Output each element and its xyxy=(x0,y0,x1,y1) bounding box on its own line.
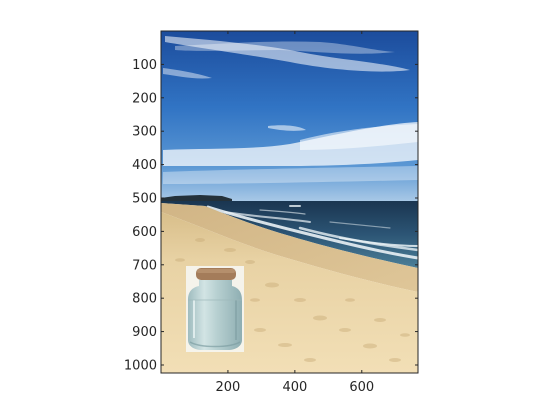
y-tick-label: 900 xyxy=(132,325,157,340)
glass-jar xyxy=(186,266,244,352)
axes-box xyxy=(160,30,419,374)
y-tick-label: 200 xyxy=(132,91,157,106)
y-tick-label: 500 xyxy=(132,191,157,206)
distant-headland xyxy=(161,195,232,202)
y-tick-label: 300 xyxy=(132,125,157,140)
x-tick-label: 200 xyxy=(216,380,241,395)
x-tick-label: 400 xyxy=(282,380,307,395)
y-axis: 100 200 300 400 500 600 700 800 900 1000 xyxy=(124,58,418,373)
y-tick-label: 1000 xyxy=(124,358,157,373)
waves-foam xyxy=(206,205,418,260)
x-tick-label: 600 xyxy=(349,380,374,395)
y-tick-label: 700 xyxy=(132,258,157,273)
sea xyxy=(161,201,418,268)
y-tick-label: 400 xyxy=(132,158,157,173)
beach-image xyxy=(161,31,418,373)
y-tick-label: 800 xyxy=(132,292,157,307)
wet-sand xyxy=(161,203,418,292)
clouds xyxy=(163,36,418,184)
y-tick-label: 600 xyxy=(132,225,157,240)
x-axis: 200 400 600 xyxy=(216,31,374,395)
y-tick-label: 100 xyxy=(132,58,157,73)
